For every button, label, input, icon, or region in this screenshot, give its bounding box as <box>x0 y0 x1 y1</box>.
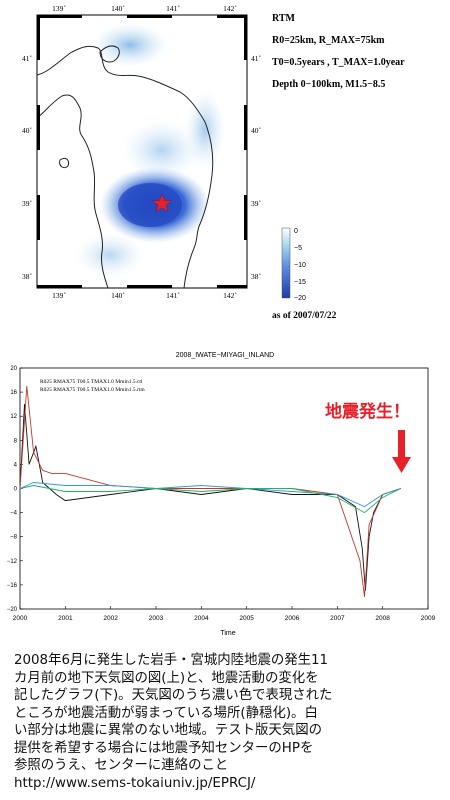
light-anomaly-center <box>122 120 202 180</box>
y-tick-label: 16 <box>10 390 17 396</box>
earthquake-occurrence-label: 地震発生！ <box>325 402 410 422</box>
x-tick-label: 2008 <box>375 615 390 622</box>
lat-tick-left-1: 40˚ <box>22 126 32 135</box>
x-tick-label: 2002 <box>103 615 118 622</box>
lat-tick-left-0: 41˚ <box>22 54 32 63</box>
epicenter-star-icon <box>151 193 173 213</box>
y-tick-label: 0 <box>14 487 18 493</box>
x-tick-label: 2005 <box>239 615 254 622</box>
lat-tick-right-1: 40˚ <box>251 126 261 135</box>
map-info-rtm: RTM <box>272 13 295 24</box>
map-border-ticks <box>37 15 247 288</box>
caption-line: 記したグラフ(下)。天気図のうち濃い色で表現された <box>14 688 333 703</box>
as-of-date: as of 2007/07/22 <box>272 311 337 321</box>
x-tick-label: 2004 <box>194 615 209 622</box>
lon-tick-top-3: 142˚ <box>223 4 237 13</box>
lon-tick-bottom-3: 142˚ <box>223 291 237 300</box>
down-arrow-icon <box>392 430 411 473</box>
x-tick-label: 2006 <box>285 615 300 622</box>
lon-tick-bottom-0: 139˚ <box>52 291 66 300</box>
x-tick-label: 2003 <box>149 615 164 622</box>
caption-line: カ月前の地下天気図の図(上)と、地震活動の変化を <box>14 670 319 686</box>
caption-line: 参照のうえ、センターに連絡のこと <box>14 758 229 773</box>
colorbar-tick-4: −20 <box>294 295 306 302</box>
figure-caption: 2008年6月に発生した岩手・宮城内陸地震の発生11 カ月前の地下天気図の図(上… <box>14 652 444 792</box>
colorbar-tick-0: 0 <box>294 228 298 235</box>
legend-entry-0: R025 RMAX75 T00.5 TMAX1.0 Mmin1.5.ctl <box>40 379 143 385</box>
map-info-radius: R0=25km, R_MAX=75km <box>272 35 385 46</box>
caption-line: 提供を希望する場合には地震予知センターのHPを <box>14 740 314 756</box>
series-line-3 <box>19 485 402 514</box>
y-tick-label: −16 <box>7 583 18 589</box>
coastline-east <box>37 45 214 288</box>
colorbar-tick-2: −10 <box>294 262 306 269</box>
chart-title: 2008_IWATE−MIYAGI_INLAND <box>176 352 275 359</box>
light-anomaly-north <box>92 23 168 67</box>
legend-entry-1: R025 RMAX75 T00.5 TMAX1.0 Mmin1.5.rtm <box>40 387 145 393</box>
lat-tick-left-2: 39˚ <box>22 199 32 208</box>
lake-outline <box>59 157 69 169</box>
y-tick-label: −12 <box>7 559 18 565</box>
peninsula-outline <box>99 45 120 63</box>
x-tick-label: 2000 <box>13 615 28 622</box>
y-tick-label: −4 <box>10 511 18 517</box>
caption-line: ところが地震活動が弱まっている場所(静穏化)。白 <box>14 705 318 721</box>
map-info-depth: Depth 0−100km, M1.5−8.5 <box>272 79 386 90</box>
x-tick-label: 2009 <box>421 615 436 622</box>
lon-tick-top-0: 139˚ <box>52 4 66 13</box>
lon-tick-bottom-2: 141˚ <box>166 291 180 300</box>
x-tick-label: 2007 <box>330 615 345 622</box>
rtm-timeseries-chart-panel: 2008_IWATE−MIYAGI_INLAND 20 16 12 8 4 0 −4 −8 −1… <box>0 345 450 645</box>
colorbar <box>281 227 291 299</box>
colorbar-tick-3: −15 <box>294 279 306 286</box>
y-tick-label: 4 <box>14 462 18 468</box>
lon-tick-top-1: 140˚ <box>111 4 125 13</box>
seismic-weather-map: 139˚ 140˚ 141˚ 142˚ 139˚ 140˚ 141˚ 142˚ … <box>22 4 337 321</box>
lat-tick-left-3: 38˚ <box>22 272 32 281</box>
caption-url: http://www.sems-tokaiuniv.jp/EPRCJ/ <box>14 775 256 791</box>
colorbar-tick-1: −5 <box>294 245 302 252</box>
seismic-weather-map-panel: 139˚ 140˚ 141˚ 142˚ 139˚ 140˚ 141˚ 142˚ … <box>0 0 450 345</box>
lat-tick-right-2: 39˚ <box>251 199 261 208</box>
rtm-timeseries-chart: 2008_IWATE−MIYAGI_INLAND 20 16 12 8 4 0 −4 −8 −1… <box>7 352 436 637</box>
x-axis-label: Time <box>220 630 235 637</box>
lon-tick-top-2: 141˚ <box>166 4 180 13</box>
y-tick-label: 8 <box>14 438 18 444</box>
y-tick-label: −8 <box>10 535 18 541</box>
lat-tick-right-0: 41˚ <box>251 54 261 63</box>
y-tick-label: 20 <box>10 366 17 372</box>
series-line-1 <box>19 386 401 597</box>
y-tick-label: 12 <box>10 414 17 420</box>
lon-tick-bottom-1: 140˚ <box>111 291 125 300</box>
light-anomaly-south <box>75 233 145 277</box>
lat-tick-right-3: 38˚ <box>251 272 261 281</box>
y-tick-label: −20 <box>7 607 18 613</box>
caption-line: 2008年6月に発生した岩手・宮城内陸地震の発生11 <box>14 653 329 668</box>
caption-line: い部分は地震に異常のない地域。テスト版天気図の <box>14 723 322 738</box>
deep-anomaly-core <box>118 183 182 227</box>
x-tick-label: 2001 <box>58 615 73 622</box>
map-info-time: T0=0.5years , T_MAX=1.0year <box>272 57 405 68</box>
series-line-2 <box>19 482 401 508</box>
coastline-west <box>37 94 109 288</box>
